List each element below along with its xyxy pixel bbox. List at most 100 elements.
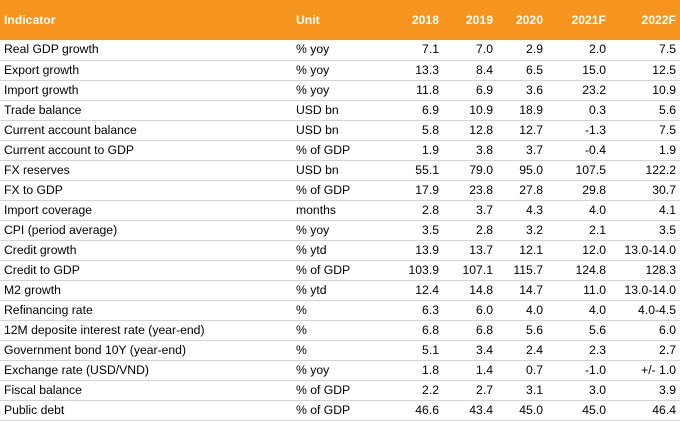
value-cell-2020: 18.9 [497,100,547,121]
header-year-2019: 2019 [465,13,493,27]
value-cell-2019: 2.8 [443,220,497,241]
value-cell-2020: 12.7 [497,120,547,141]
table-row: M2 growth% ytd 12.4 14.8 14.7 11.0 13.0-14.0 [0,280,680,301]
value-cell-2022f: +/- 1.0 [610,360,680,381]
unit-cell: months [292,200,386,221]
indicator-cell: FX to GDP [0,180,292,201]
table-row: FX to GDP% of GDP 17.9 23.8 27.8 29.8 30.7 [0,180,680,201]
value-cell-2018: 5.1 [386,340,443,361]
value-cell-2022f: 6.0 [610,320,680,341]
value-cell-2021f: 0.3 [547,100,610,121]
value-cell-2018: 6.3 [386,300,443,321]
indicator-cell: M2 growth [0,280,292,301]
value-cell-2022f: 3.5 [610,220,680,241]
table-row: Public debt% of GDP 46.6 43.4 45.0 45.0 46.4 [0,400,680,421]
table-row: Fiscal balance% of GDP 2.2 2.7 3.1 3.0 3.9 [0,380,680,401]
value-cell-2020: 6.5 [497,60,547,81]
value-cell-2021f: 15.0 [547,60,610,81]
indicator-cell: Exchange rate (USD/VND) [0,360,292,381]
value-cell-2019: 7.0 [443,40,497,61]
value-cell-2018: 13.3 [386,60,443,81]
value-cell-2018: 55.1 [386,160,443,181]
table-row: Refinancing rate% 6.3 6.0 4.0 4.0 4.0-4.5 [0,300,680,321]
value-cell-2019: 1.4 [443,360,497,381]
value-cell-2019: 10.9 [443,100,497,121]
value-cell-2020: 4.0 [497,300,547,321]
indicator-cell: Trade balance [0,100,292,121]
indicator-cell: Real GDP growth [0,40,292,61]
value-cell-2021f: -1.3 [547,120,610,141]
indicator-cell: 12M deposite interest rate (year-end) [0,320,292,341]
indicator-cell: Current account to GDP [0,140,292,161]
table-row: Trade balance USD bn 6.9 10.9 18.9 0.3 5.6 [0,100,680,121]
value-cell-2019: 6.8 [443,320,497,341]
value-cell-2022f: 5.6 [610,100,680,121]
value-cell-2022f: 3.9 [610,380,680,401]
value-cell-2018: 46.6 [386,400,443,421]
unit-cell: % of GDP [292,380,386,401]
indicator-cell: CPI (period average) [0,220,292,241]
value-cell-2022f: 12.5 [610,60,680,81]
value-cell-2022f: 7.5 [610,40,680,61]
unit-cell: % yoy [292,60,386,81]
value-cell-2022f: 13.0-14.0 [610,240,680,261]
value-cell-2018: 2.2 [386,380,443,401]
header-year-2022f: 2022F [641,13,676,27]
unit-cell: % [292,340,386,361]
unit-cell: USD bn [292,160,386,181]
value-cell-2019: 6.0 [443,300,497,321]
value-cell-2022f: 10.9 [610,80,680,101]
unit-cell: % of GDP [292,260,386,281]
value-cell-2020: 5.6 [497,320,547,341]
value-cell-2020: 2.9 [497,40,547,61]
value-cell-2021f: -1.0 [547,360,610,381]
value-cell-2019: 14.8 [443,280,497,301]
value-cell-2019: 8.4 [443,60,497,81]
unit-cell: USD bn [292,120,386,141]
table-row: Current account to GDP% of GDP 1.9 3.8 3.7-… [0,140,680,161]
table-row: Import growth% yoy 11.8 6.9 3.6 23.2 10.9 [0,80,680,101]
unit-cell: % ytd [292,240,386,261]
table-row: Credit to GDP% of GDP 103.9 107.1 115.7 124.… [0,260,680,281]
value-cell-2019: 3.8 [443,140,497,161]
value-cell-2021f: 2.1 [547,220,610,241]
indicator-cell: Current account balance [0,120,292,141]
value-cell-2021f: 29.8 [547,180,610,201]
header-year-2020: 2020 [515,13,543,27]
value-cell-2019: 2.7 [443,380,497,401]
indicator-cell: Credit to GDP [0,260,292,281]
header-row: Indicator Unit 2018 2019 2020 2021F 2022… [0,0,680,40]
indicator-cell: Government bond 10Y (year-end) [0,340,292,361]
indicator-cell: Credit growth [0,240,292,261]
unit-cell: % [292,300,386,321]
value-cell-2022f: 4.0-4.5 [610,300,680,321]
value-cell-2019: 12.8 [443,120,497,141]
table-row: Exchange rate (USD/VND)% yoy 1.8 1.4 0.7 -1.… [0,360,680,381]
table-row: 12M deposite interest rate (year-end)% 6.… [0,320,680,341]
value-cell-2021f: 3.0 [547,380,610,401]
value-cell-2018: 13.9 [386,240,443,261]
value-cell-2021f: -0.4 [547,140,610,161]
indicator-cell: Import growth [0,80,292,101]
value-cell-2020: 3.7 [497,140,547,161]
value-cell-2019: 3.7 [443,200,497,221]
value-cell-2018: 1.9 [386,140,443,161]
value-cell-2018: 5.8 [386,120,443,141]
table-row: Import coverage months 2.8 3.7 4.3 4.0 4.1 [0,200,680,221]
value-cell-2021f: 124.8 [547,260,610,281]
value-cell-2020: 0.7 [497,360,547,381]
value-cell-2021f: 2.0 [547,40,610,61]
value-cell-2022f: 1.9 [610,140,680,161]
value-cell-2020: 14.7 [497,280,547,301]
value-cell-2020: 95.0 [497,160,547,181]
header-year-2021f: 2021F [571,13,606,27]
value-cell-2020: 2.4 [497,340,547,361]
unit-cell: % yoy [292,220,386,241]
unit-cell: % [292,320,386,341]
header-unit: Unit [296,13,320,27]
value-cell-2022f: 30.7 [610,180,680,201]
unit-cell: % of GDP [292,180,386,201]
value-cell-2022f: 46.4 [610,400,680,421]
unit-cell: % of GDP [292,400,386,421]
